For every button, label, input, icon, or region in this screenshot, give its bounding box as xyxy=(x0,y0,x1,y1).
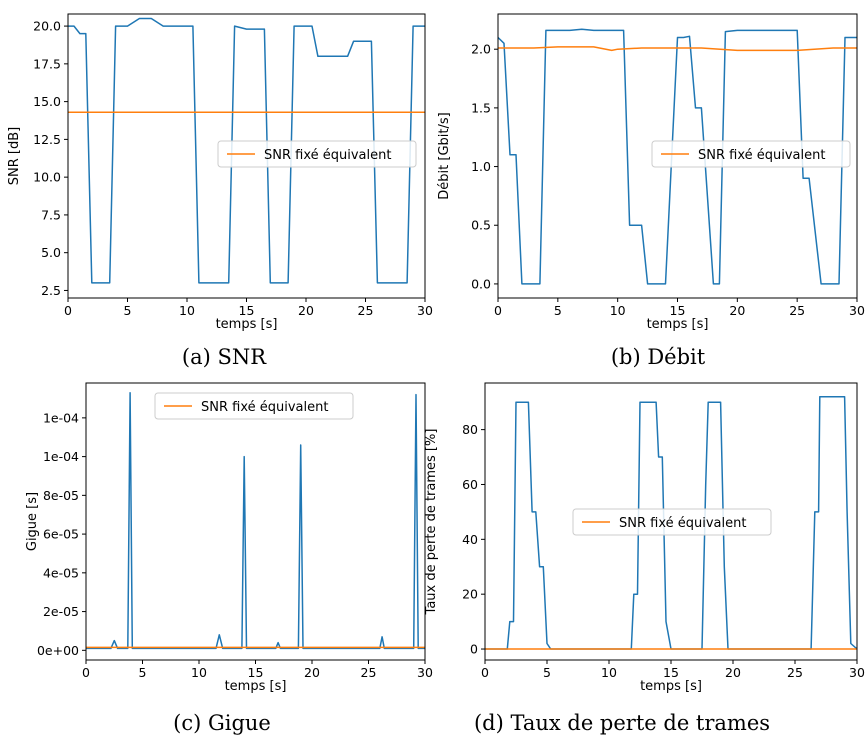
x-tick-label: 0 xyxy=(481,665,489,680)
y-tick-label: 5.0 xyxy=(41,245,61,260)
series-line-measured xyxy=(68,17,425,284)
y-tick-label: 0.5 xyxy=(471,218,491,233)
panel-caption: (a) SNR xyxy=(182,345,267,369)
y-tick-label: 40 xyxy=(462,532,478,547)
series-line-snr-fixe xyxy=(498,46,857,52)
y-tick-label: 0 xyxy=(470,642,478,657)
x-tick-label: 20 xyxy=(729,303,745,318)
y-tick-label: 1.5 xyxy=(471,100,491,115)
legend: SNR fixé équivalent xyxy=(651,140,851,168)
x-tick-label: 0 xyxy=(494,303,502,318)
y-axis-label: Taux de perte de trames [%] xyxy=(424,429,439,616)
y-tick-label: 12.5 xyxy=(33,132,61,147)
x-tick-label: 25 xyxy=(361,665,377,680)
x-tick-label: 20 xyxy=(298,303,314,318)
legend-label: SNR fixé équivalent xyxy=(698,148,825,163)
x-tick-label: 0 xyxy=(82,665,90,680)
y-tick-label: 10.0 xyxy=(33,170,61,185)
y-tick-label: 7.5 xyxy=(41,207,61,222)
x-axis-label: temps [s] xyxy=(225,679,287,694)
x-tick-label: 30 xyxy=(417,303,433,318)
x-tick-label: 5 xyxy=(139,665,147,680)
y-tick-label: 6e-05 xyxy=(43,527,79,542)
legend: SNR fixé équivalent xyxy=(154,392,354,420)
y-tick-label: 2.5 xyxy=(41,283,61,298)
x-tick-label: 15 xyxy=(663,665,679,680)
y-tick-label: 17.5 xyxy=(33,56,61,71)
y-axis-label: Débit [Gbit/s] xyxy=(437,112,452,199)
legend: SNR fixé équivalent xyxy=(572,508,772,536)
x-tick-label: 15 xyxy=(239,303,255,318)
y-tick-label: 1e-04 xyxy=(43,410,79,425)
series-line-measured xyxy=(498,28,857,285)
x-tick-label: 30 xyxy=(417,665,433,680)
y-tick-label: 0.0 xyxy=(471,276,491,291)
legend-box xyxy=(154,392,354,420)
x-axis-label: temps [s] xyxy=(647,317,709,332)
axes-frame xyxy=(85,382,426,661)
legend-label: SNR fixé équivalent xyxy=(264,148,391,163)
legend: SNR fixé équivalent xyxy=(217,140,417,168)
x-axis-label: temps [s] xyxy=(216,317,278,332)
x-tick-label: 0 xyxy=(64,303,72,318)
y-tick-label: 20.0 xyxy=(33,19,61,34)
y-tick-label: 4e-05 xyxy=(43,565,79,580)
legend-label: SNR fixé équivalent xyxy=(619,516,746,531)
panel-caption: (d) Taux de perte de trames xyxy=(474,711,770,735)
y-tick-label: 8e-05 xyxy=(43,488,79,503)
x-tick-label: 25 xyxy=(358,303,374,318)
y-tick-label: 0e+00 xyxy=(37,643,79,658)
y-tick-label: 20 xyxy=(462,587,478,602)
y-axis-label: Gigue [s] xyxy=(25,492,40,551)
y-axis-label: SNR [dB] xyxy=(7,127,22,185)
y-tick-label: 2e-05 xyxy=(43,604,79,619)
panel-perte-trames: 0 5 10 15 20 25 30 0 20 40 60 80 temps [s] Taux de pe… xyxy=(424,382,865,735)
y-tick-label: 1.0 xyxy=(471,159,491,174)
x-tick-label: 10 xyxy=(179,303,195,318)
series-line-measured xyxy=(86,391,425,650)
x-tick-label: 30 xyxy=(849,303,865,318)
legend-box xyxy=(651,140,851,168)
x-axis-label: temps [s] xyxy=(640,679,702,694)
y-tick-label: 15.0 xyxy=(33,94,61,109)
y-tick-label: 1e-04 xyxy=(43,449,79,464)
y-tick-label: 60 xyxy=(462,477,478,492)
x-tick-label: 5 xyxy=(554,303,562,318)
x-tick-label: 10 xyxy=(191,665,207,680)
panel-caption: (c) Gigue xyxy=(173,711,271,735)
y-tick-label: 80 xyxy=(462,422,478,437)
panel-caption: (b) Débit xyxy=(611,345,706,369)
x-tick-label: 25 xyxy=(787,665,803,680)
panel-gigue: 0 5 10 15 20 25 30 0e+00 2e-05 4e-05 6e-05 8e-05 1e-… xyxy=(25,382,433,735)
legend-label: SNR fixé équivalent xyxy=(201,400,328,415)
x-tick-label: 30 xyxy=(849,665,865,680)
panel-debit: 0 5 10 15 20 25 30 0.0 0.5 1.0 1.5 2.0 temps [s] Débi… xyxy=(437,13,865,369)
y-tick-label: 2.0 xyxy=(471,42,491,57)
x-tick-label: 25 xyxy=(789,303,805,318)
x-tick-label: 5 xyxy=(124,303,132,318)
series-line-measured xyxy=(485,395,857,650)
x-tick-label: 5 xyxy=(543,665,551,680)
x-tick-label: 10 xyxy=(601,665,617,680)
x-tick-label: 15 xyxy=(248,665,264,680)
x-tick-label: 20 xyxy=(304,665,320,680)
legend-box xyxy=(217,140,417,168)
x-tick-label: 15 xyxy=(670,303,686,318)
x-tick-label: 10 xyxy=(610,303,626,318)
panel-snr: 0 5 10 15 20 25 30 2.5 5.0 7.5 10.0 12.5 15.0 17.5 20.… xyxy=(7,13,433,369)
x-tick-label: 20 xyxy=(725,665,741,680)
legend-box xyxy=(572,508,772,536)
